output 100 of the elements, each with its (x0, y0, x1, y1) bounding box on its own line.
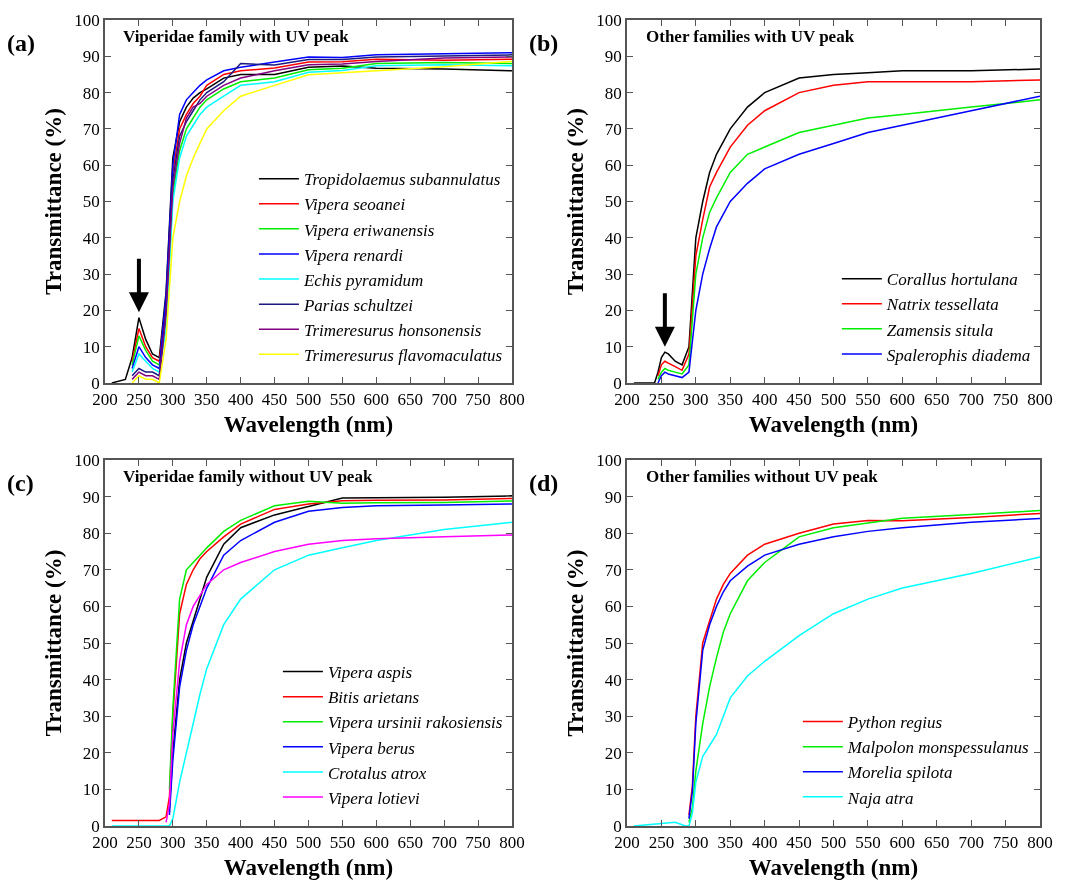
x-tick-label: 350 (194, 833, 220, 853)
x-tick-label: 800 (1027, 833, 1053, 853)
y-tick-label: 20 (82, 301, 100, 321)
y-tick-label: 10 (82, 337, 100, 357)
y-tick-label: 100 (74, 10, 100, 30)
y-tick-label: 20 (604, 301, 622, 321)
y-tick-label: 80 (82, 524, 100, 544)
chart-title: Other families without UV peak (646, 467, 879, 486)
x-tick-label: 750 (992, 390, 1019, 410)
x-tick-label: 750 (992, 833, 1019, 853)
x-tick-label: 250 (648, 833, 675, 853)
x-tick-label: 200 (92, 390, 118, 410)
x-tick-label: 550 (329, 833, 356, 853)
y-tick-label: 80 (82, 83, 100, 103)
x-tick-label: 450 (786, 390, 812, 410)
y-tick-label: 90 (604, 487, 622, 507)
x-tick-label: 250 (126, 390, 152, 410)
y-tick-label: 90 (82, 47, 100, 67)
x-tick-label: 400 (227, 390, 254, 410)
x-tick-label: 600 (889, 390, 916, 410)
y-tick-label: 50 (604, 192, 622, 212)
legend-label: Vipera seoanei (303, 195, 406, 215)
x-tick-label: 300 (683, 833, 709, 853)
x-tick-label: 700 (958, 833, 984, 853)
x-tick-label: 300 (160, 390, 186, 410)
x-tick-label: 800 (1027, 390, 1053, 410)
legend-label: Natrix tessellata (885, 295, 999, 315)
x-tick-label: 800 (499, 833, 525, 853)
y-tick-label: 0 (613, 373, 622, 393)
chart-title: Other families with UV peak (646, 27, 855, 46)
x-tick-label: 350 (717, 833, 743, 853)
x-tick-label: 450 (261, 390, 288, 410)
y-tick-label: 30 (604, 707, 622, 727)
legend-label: Echis pyramidum (302, 270, 424, 290)
y-axis-title: Transmittance (%) (563, 549, 589, 737)
legend-label: Tropidolaemus subannulatus (303, 170, 501, 190)
x-tick-label: 700 (431, 833, 457, 853)
y-tick-label: 40 (82, 670, 100, 690)
y-tick-label: 70 (604, 560, 622, 580)
x-tick-label: 600 (889, 833, 916, 853)
x-tick-label: 450 (786, 833, 812, 853)
y-tick-label: 30 (82, 707, 100, 727)
y-tick-label: 30 (604, 265, 622, 285)
y-tick-label: 10 (82, 780, 100, 800)
y-tick-label: 70 (604, 119, 622, 139)
x-tick-label: 200 (92, 833, 118, 853)
text: (a) (7, 30, 35, 56)
x-tick-label: 550 (329, 390, 356, 410)
legend-label: Zamensis situla (886, 320, 994, 340)
text: (c) (7, 470, 34, 496)
legend-label: Spalerophis diadema (886, 345, 1031, 365)
y-tick-label: 20 (82, 743, 100, 763)
legend-label: Parias schultzei (302, 295, 414, 315)
legend-label: Vipera berus (327, 738, 416, 758)
y-tick-label: 90 (82, 487, 100, 507)
legend-label: Morelia spilota (846, 763, 953, 783)
legend-label: Trimeresurus flavomaculatus (303, 345, 503, 365)
x-tick-label: 700 (958, 390, 984, 410)
x-tick-label: 350 (194, 390, 220, 410)
y-tick-label: 60 (82, 597, 100, 617)
x-tick-label: 500 (295, 390, 322, 410)
y-tick-label: 100 (74, 450, 100, 470)
legend-label: Vipera ursinii rakosiensis (327, 713, 503, 733)
x-tick-label: 400 (227, 833, 254, 853)
x-tick-label: 500 (820, 833, 847, 853)
y-tick-label: 60 (604, 597, 622, 617)
x-axis-title: Wavelength (nm) (223, 412, 394, 438)
legend-label: Vipera renardi (303, 245, 404, 265)
y-tick-label: 50 (82, 192, 100, 212)
x-tick-label: 250 (126, 833, 152, 853)
y-tick-label: 40 (604, 228, 622, 248)
y-tick-label: 50 (82, 633, 100, 653)
y-tick-label: 0 (613, 816, 622, 836)
y-tick-label: 100 (596, 450, 622, 470)
legend-label: Naja atra (846, 788, 914, 808)
x-axis-title: Wavelength (nm) (748, 412, 919, 438)
y-axis-title: Transmittance (%) (563, 108, 589, 295)
y-tick-label: 10 (604, 337, 622, 357)
x-tick-label: 300 (160, 833, 186, 853)
legend-label: Python regius (846, 713, 943, 733)
x-tick-label: 550 (855, 833, 881, 853)
legend-label: Vipera lotievi (327, 788, 420, 808)
y-tick-label: 80 (604, 524, 622, 544)
y-tick-label: 40 (82, 228, 100, 248)
x-tick-label: 650 (397, 390, 423, 410)
y-tick-label: 60 (604, 156, 622, 176)
y-tick-label: 60 (82, 156, 100, 176)
y-tick-label: 20 (604, 743, 622, 763)
line-series (633, 556, 1040, 826)
y-tick-label: 70 (82, 560, 100, 580)
x-tick-label: 400 (751, 390, 778, 410)
x-tick-label: 350 (717, 390, 743, 410)
y-axis-title: Transmittance (%) (41, 108, 67, 295)
x-tick-label: 200 (614, 390, 640, 410)
y-tick-label: 10 (604, 780, 622, 800)
x-tick-label: 650 (924, 390, 950, 410)
x-axis-title: Wavelength (nm) (223, 855, 394, 881)
y-axis-title: Transmittance (%) (41, 549, 67, 737)
x-tick-label: 750 (465, 833, 491, 853)
text: (b) (529, 30, 559, 56)
